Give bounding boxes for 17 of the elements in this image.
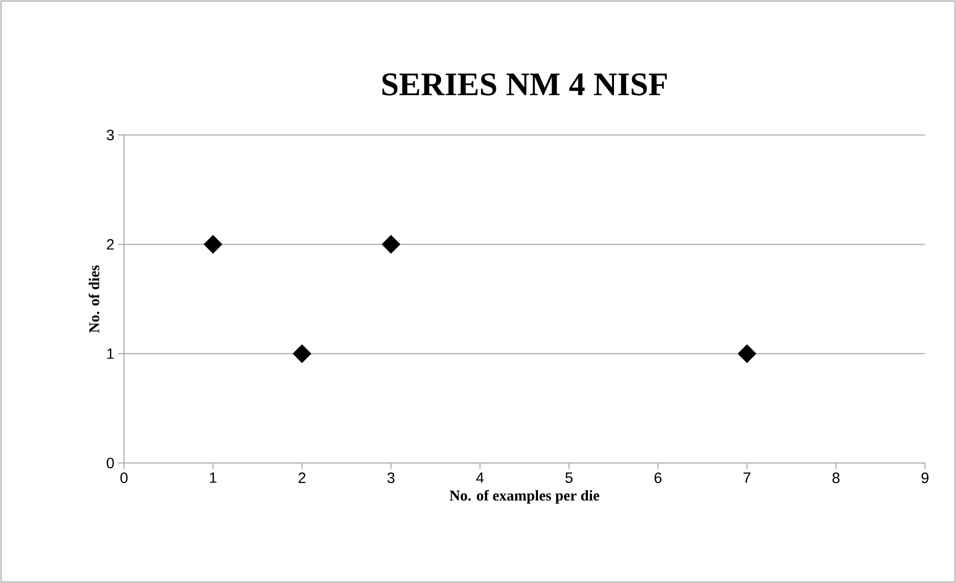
x-tick-label: 8 (832, 472, 840, 484)
x-tick-label: 0 (120, 472, 128, 484)
x-tick-label: 6 (654, 472, 662, 484)
x-tick-label: 4 (476, 472, 484, 483)
y-tick-label: 1 (107, 348, 114, 359)
x-tick-label: 7 (744, 472, 750, 483)
x-axis-title: No. of examples per die (450, 490, 600, 504)
y-tick-label: 2 (106, 239, 114, 250)
x-tick-label: 9 (922, 472, 928, 484)
x-tick-label: 1 (210, 472, 216, 483)
x-tick-label: 5 (565, 472, 573, 483)
y-axis-title: No. of dies (88, 265, 100, 333)
y-tick-label: 0 (106, 458, 114, 468)
y-tick-label: 3 (106, 130, 114, 140)
x-tick-label: 3 (387, 472, 394, 484)
x-tick-label: 2 (298, 472, 306, 483)
chart-title: SERIES NM 4 NISF (382, 73, 667, 96)
